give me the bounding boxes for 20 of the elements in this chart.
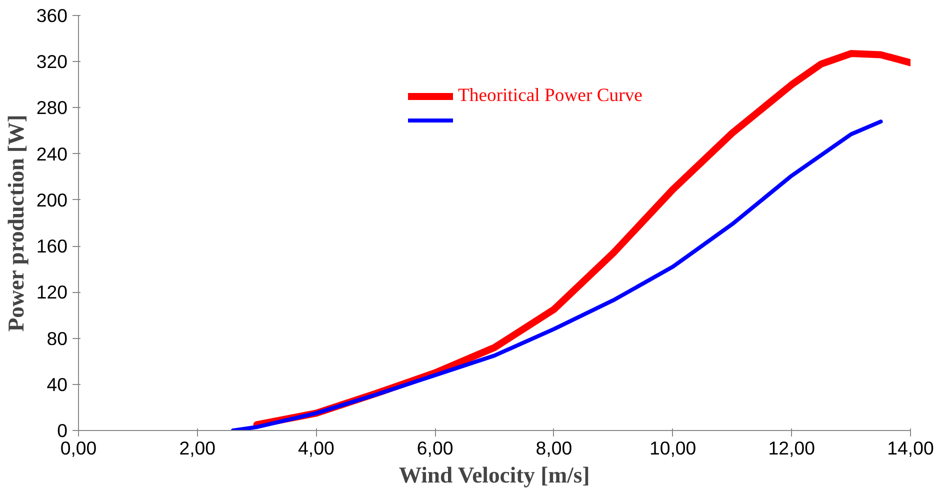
- y-axis-title: Power production [W]: [3, 114, 28, 332]
- x-tick-label: 6,00: [416, 438, 454, 458]
- y-tick-label: 360: [36, 5, 68, 26]
- y-tick-label: 320: [36, 51, 68, 72]
- y-tick-label: 40: [46, 374, 68, 395]
- y-tick-label: 80: [46, 328, 68, 349]
- x-tick-label: 8,00: [536, 438, 572, 458]
- x-axis-title: Wind Velocity [m/s]: [398, 462, 590, 488]
- line-series: [231, 120, 883, 430]
- x-tick-label: 4,00: [298, 438, 334, 458]
- y-tick-label: 120: [36, 282, 68, 303]
- y-tick-label: 160: [36, 236, 68, 257]
- y-tick-label: 280: [36, 97, 68, 118]
- x-tick-label: 14,00: [887, 438, 934, 458]
- legend-label: Theoritical Power Curve: [458, 85, 642, 107]
- y-tick-label: 240: [36, 143, 68, 164]
- y-tick-label: 200: [36, 189, 68, 210]
- x-tick-label: 2,00: [179, 438, 216, 458]
- x-tick-label: 12,00: [768, 438, 815, 458]
- x-tick-label: 10,00: [649, 438, 696, 458]
